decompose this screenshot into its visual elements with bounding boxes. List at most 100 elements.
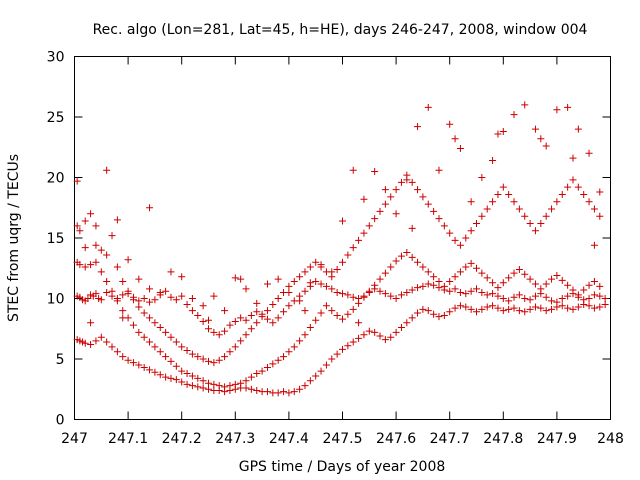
data-point bbox=[467, 287, 475, 295]
data-point bbox=[564, 304, 572, 312]
data-point bbox=[242, 285, 250, 293]
data-point bbox=[76, 227, 84, 235]
data-point bbox=[371, 281, 379, 289]
data-point bbox=[531, 292, 539, 300]
data-point bbox=[569, 154, 577, 162]
data-point bbox=[205, 379, 212, 387]
data-point bbox=[183, 347, 191, 355]
data-point bbox=[349, 166, 357, 174]
data-point bbox=[531, 125, 539, 133]
data-point bbox=[473, 219, 480, 227]
data-point bbox=[103, 338, 111, 346]
data-point bbox=[119, 314, 127, 322]
data-point bbox=[387, 333, 395, 341]
data-point bbox=[456, 144, 464, 152]
data-point bbox=[306, 377, 314, 385]
data-point bbox=[237, 337, 245, 345]
data-point bbox=[408, 286, 416, 294]
data-point bbox=[590, 304, 598, 312]
data-point bbox=[419, 305, 427, 313]
data-point bbox=[574, 291, 582, 299]
data-point bbox=[467, 227, 475, 235]
data-point bbox=[580, 190, 588, 198]
data-point bbox=[76, 261, 84, 269]
data-point bbox=[156, 324, 164, 332]
data-point bbox=[172, 296, 180, 304]
data-point bbox=[355, 319, 363, 327]
data-point bbox=[258, 313, 266, 321]
data-point bbox=[237, 275, 245, 283]
data-point bbox=[489, 279, 497, 287]
data-point bbox=[135, 328, 143, 336]
data-point bbox=[499, 183, 507, 191]
data-point bbox=[280, 308, 288, 316]
data-point bbox=[253, 319, 261, 327]
data-point bbox=[333, 350, 341, 358]
data-point bbox=[392, 186, 400, 194]
data-point bbox=[435, 313, 443, 321]
data-point bbox=[97, 268, 105, 276]
data-point bbox=[558, 190, 566, 198]
data-point bbox=[344, 310, 352, 318]
data-point bbox=[601, 301, 609, 309]
x-tick-label: 247.2 bbox=[162, 431, 202, 447]
data-point bbox=[435, 166, 443, 174]
data-point bbox=[408, 178, 416, 186]
data-point bbox=[569, 305, 577, 313]
data-point bbox=[596, 212, 604, 220]
data-point bbox=[408, 224, 416, 232]
data-point bbox=[269, 319, 277, 327]
data-point bbox=[451, 236, 459, 244]
data-point bbox=[124, 287, 132, 295]
data-point bbox=[446, 308, 454, 316]
data-points bbox=[73, 101, 609, 397]
data-point bbox=[521, 308, 529, 316]
data-point bbox=[478, 212, 486, 220]
data-point bbox=[188, 307, 196, 315]
data-point bbox=[499, 279, 507, 287]
data-point bbox=[521, 101, 529, 109]
data-point bbox=[199, 377, 207, 385]
data-point bbox=[553, 106, 561, 114]
data-point bbox=[558, 276, 566, 284]
data-point bbox=[526, 219, 534, 227]
data-point bbox=[247, 311, 255, 319]
data-point bbox=[478, 174, 486, 181]
data-point bbox=[328, 285, 336, 293]
data-point bbox=[317, 367, 325, 375]
data-point bbox=[81, 339, 89, 347]
data-point bbox=[381, 269, 389, 277]
data-point bbox=[333, 265, 341, 273]
y-tick-label: 25 bbox=[47, 110, 65, 126]
data-point bbox=[140, 363, 148, 371]
data-point bbox=[113, 297, 121, 305]
data-point bbox=[140, 333, 148, 341]
data-point bbox=[162, 373, 170, 381]
data-point bbox=[151, 319, 159, 327]
data-point bbox=[590, 241, 598, 249]
data-point bbox=[178, 273, 186, 281]
data-point bbox=[462, 234, 470, 242]
data-point bbox=[414, 258, 422, 266]
x-tick-label: 248 bbox=[597, 431, 624, 447]
data-point bbox=[205, 325, 212, 333]
data-point bbox=[355, 299, 363, 307]
data-point bbox=[87, 261, 95, 269]
data-point bbox=[113, 348, 121, 356]
data-point bbox=[253, 308, 261, 316]
data-point bbox=[226, 321, 234, 329]
data-point bbox=[569, 286, 577, 294]
x-tick-label: 247.7 bbox=[430, 431, 470, 447]
data-point bbox=[510, 198, 518, 206]
data-point bbox=[301, 268, 309, 276]
data-point bbox=[333, 311, 341, 319]
data-point bbox=[478, 288, 486, 296]
data-point bbox=[558, 295, 566, 302]
data-point bbox=[489, 157, 497, 165]
data-point bbox=[285, 389, 293, 397]
data-point bbox=[376, 332, 384, 340]
data-point bbox=[494, 284, 502, 292]
data-point bbox=[221, 307, 229, 315]
data-point bbox=[526, 305, 534, 313]
data-point bbox=[172, 362, 180, 370]
